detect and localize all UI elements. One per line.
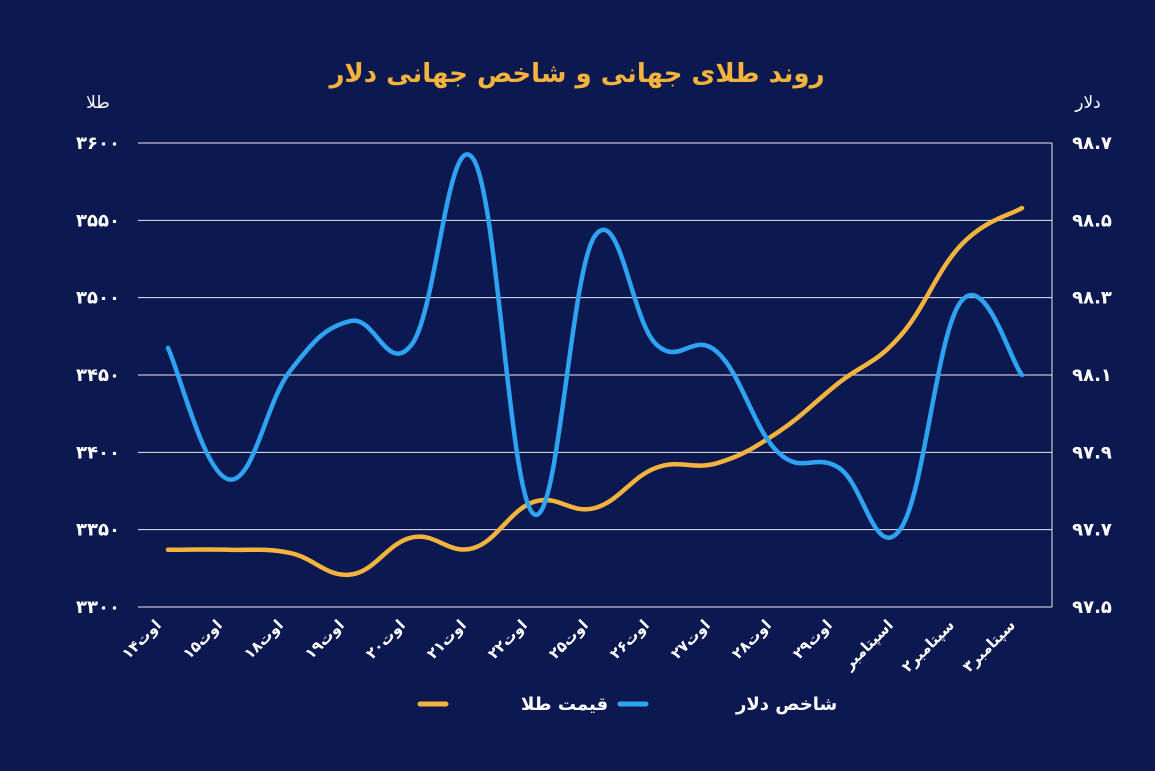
x-tick-label: ۲۷اوت — [667, 616, 714, 663]
legend-label: شاخص دلار — [735, 694, 837, 715]
series-lines — [165, 152, 1025, 577]
x-tick-label: ۱۹اوت — [301, 616, 348, 663]
left-tick-label: ۳۳۰۰ — [76, 597, 120, 618]
left-tick-label: ۳۳۵۰ — [76, 520, 120, 541]
chart-title: روند طلای جهانی و شاخص جهانی دلار — [327, 59, 824, 89]
y-ticks: ۳۳۰۰ ۹۷.۵ ۳۳۵۰ ۹۷.۷ ۳۴۰۰ ۹۷.۹ ۳۴۵۰ ۹۸.۱ ۳۵۰۰ ۹۸.۳… — [76, 133, 1112, 618]
x-tick-label: ۱۸اوت — [240, 616, 287, 663]
x-tick-label: ۲۹اوت — [789, 616, 836, 663]
x-tick-label: ۳سپتامبر — [959, 616, 1019, 676]
right-tick-label: ۹۸.۷ — [1072, 133, 1112, 154]
left-tick-label: ۳۵۰۰ — [76, 288, 120, 309]
left-axis-label: طلا — [86, 93, 110, 113]
left-tick-label: ۳۵۵۰ — [76, 210, 120, 231]
gold-price-line — [165, 205, 1025, 577]
right-tick-label: ۹۷.۷ — [1072, 520, 1112, 541]
x-tick-label: ۲۱اوت — [423, 616, 470, 663]
left-tick-label: ۳۶۰۰ — [76, 133, 120, 154]
x-tick-label: ۲۶اوت — [606, 616, 653, 663]
x-ticks: ۱۴اوت ۱۵اوت ۱۸اوت ۱۹اوت ۲۰اوت ۲۱اوت ۲۲اوت ۲۵اوت… — [118, 616, 1019, 676]
x-tick-label: ۱۴اوت — [118, 616, 165, 663]
left-tick-label: ۳۴۵۰ — [76, 365, 120, 386]
right-tick-label: ۹۷.۹ — [1072, 442, 1112, 463]
x-tick-label: اسپتامبر — [839, 616, 897, 674]
right-axis-label: دلار — [1074, 93, 1100, 113]
legend-label: قیمت طلا — [521, 694, 608, 715]
dollar-index-line — [165, 152, 1025, 540]
right-tick-label: ۹۷.۵ — [1072, 597, 1112, 618]
x-tick-label: ۲سپتامبر — [898, 616, 958, 676]
x-tick-label: ۱۵اوت — [179, 616, 226, 663]
left-tick-label: ۳۴۰۰ — [76, 442, 120, 463]
x-tick-label: ۲۲اوت — [484, 616, 531, 663]
right-tick-label: ۹۸.۳ — [1072, 288, 1112, 309]
x-tick-label: ۲۵اوت — [545, 616, 592, 663]
right-tick-label: ۹۸.۵ — [1072, 210, 1112, 231]
x-tick-label: ۲۸اوت — [728, 616, 775, 663]
grid-lines — [138, 142, 1053, 608]
legend: قیمت طلا شاخص دلار — [417, 694, 837, 715]
x-tick-label: ۲۰اوت — [362, 616, 409, 663]
right-tick-label: ۹۸.۱ — [1072, 365, 1112, 386]
